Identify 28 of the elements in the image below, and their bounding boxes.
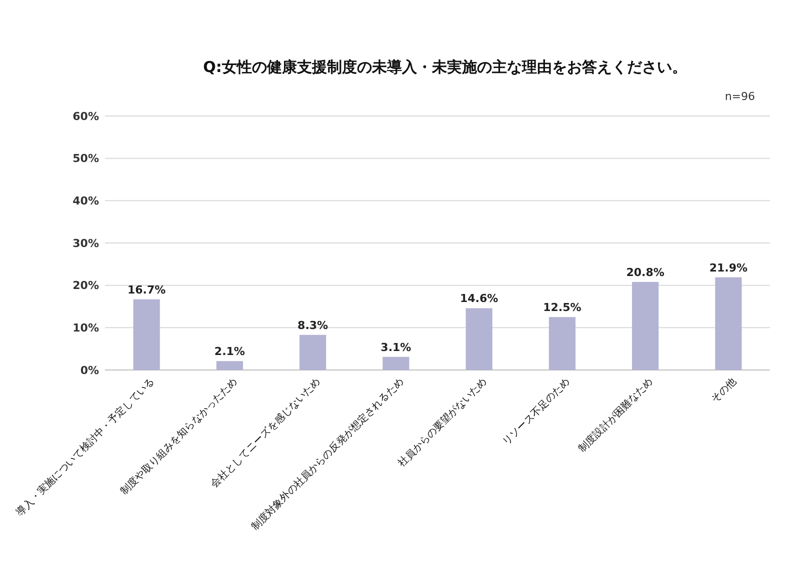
x-tick-label: リソース不足のため (500, 376, 572, 448)
chart-title: Q:女性の健康支援制度の未導入・未実施の主な理由をお答えください。 (203, 58, 687, 76)
data-label: 16.7% (127, 283, 166, 296)
bar (382, 356, 410, 370)
bar (632, 282, 659, 370)
data-label: 3.1% (380, 340, 412, 354)
data-label: 21.9% (709, 261, 748, 274)
x-tick-label: 制度設計が困難なため (576, 376, 656, 455)
data-label: 12.5% (543, 301, 582, 314)
y-tick-label: 50% (72, 152, 99, 166)
data-label: 2.1% (214, 345, 245, 358)
y-tick-label: 20% (72, 279, 99, 292)
bar (715, 277, 742, 370)
x-tick-label: その他 (708, 376, 739, 406)
y-tick-label: 0% (80, 364, 99, 377)
bar (133, 299, 160, 370)
data-label: 14.6% (460, 292, 498, 306)
text: n=96 (724, 90, 755, 103)
bar (300, 334, 326, 370)
y-tick-label: 60% (72, 110, 99, 123)
bar (466, 308, 492, 370)
y-tick-label: 30% (72, 236, 99, 250)
y-tick-label: 10% (72, 322, 99, 335)
data-label: 20.8% (626, 266, 664, 279)
bar (216, 361, 243, 370)
y-tick-label: 40% (72, 194, 99, 208)
bar (548, 317, 576, 370)
data-label: 8.3% (298, 318, 328, 332)
